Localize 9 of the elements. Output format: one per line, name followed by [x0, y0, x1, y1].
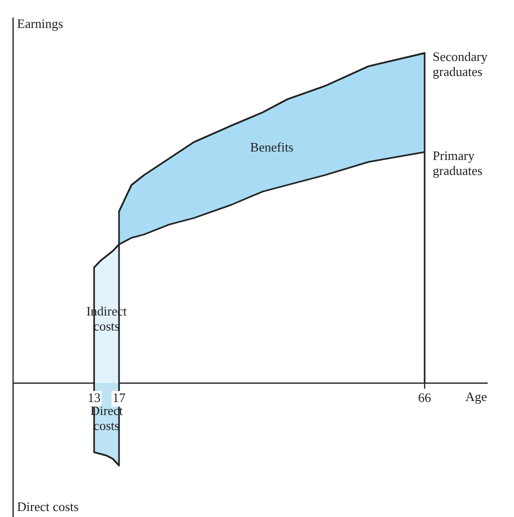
series-label: Primary graduates [432, 148, 482, 178]
series-label: Benefits [250, 140, 294, 155]
x-tick-label: 66 [418, 390, 432, 406]
y-axis-title: Earnings [17, 16, 64, 31]
x-tick-label: 13 [88, 390, 101, 406]
x-tick-label: 17 [112, 390, 126, 406]
text: Direct costs [17, 498, 79, 514]
x-axis-title: Age [465, 388, 488, 404]
series-label: Secondary graduates [432, 48, 488, 79]
